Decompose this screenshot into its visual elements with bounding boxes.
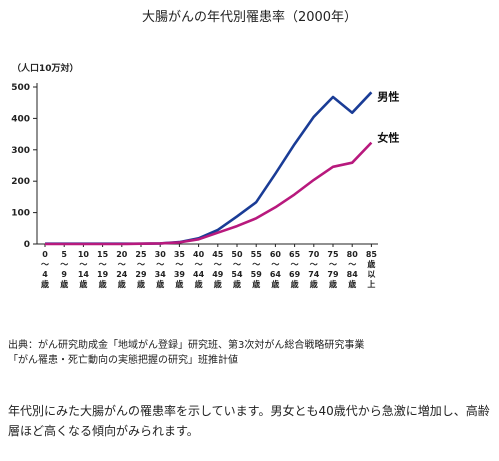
x-tick-label: 75 〜 79 歳 — [327, 250, 339, 289]
x-tick-label: 35 〜 39 歳 — [174, 250, 186, 289]
chart: 0 100 200 300 400 500 0 〜 4 歳 5 〜 9 歳 10 〜 14 歳 15 〜 19 歳 20 〜… — [11, 62, 399, 289]
source-line: 「がん罹患・死亡動向の実態把握の研究」班推計値 — [8, 355, 238, 366]
y-tick-label: 300 — [11, 146, 30, 156]
x-tick-label: 50 〜 54 歳 — [231, 250, 243, 289]
x-tick-label: 25 〜 29 歳 — [135, 250, 147, 289]
x-tick-label: 0 〜 4 歳 — [41, 250, 49, 289]
x-tick-label: 45 〜 49 歳 — [212, 250, 224, 289]
y-tick-label: 200 — [11, 177, 30, 187]
x-tick-label: 60 〜 64 歳 — [270, 250, 282, 289]
x-tick-label: 80 〜 84 歳 — [347, 250, 359, 289]
x-tick-label: 65 〜 69 歳 — [289, 250, 301, 289]
x-tick-label: 15 〜 19 歳 — [97, 250, 109, 289]
x-tick-label: 40 〜 44 歳 — [193, 250, 205, 289]
x-tick-label: 30 〜 34 歳 — [155, 250, 167, 289]
chart-axes — [36, 83, 378, 245]
x-tick-label: 70 〜 74 歳 — [308, 250, 320, 289]
x-tick-label: 55 〜 59 歳 — [251, 250, 263, 289]
chart-title: 大腸がんの年代別罹患率（2000年） — [141, 10, 358, 25]
series-line-female — [45, 141, 373, 246]
y-tick-label: 400 — [11, 114, 30, 124]
series-lines — [45, 91, 373, 246]
y-tick-label: 0 — [24, 240, 30, 250]
y-tick-label: 500 — [11, 83, 30, 93]
source-note: 出典：がん研究助成金「地域がん登録」研究班、第3次対がん総合戦略研究事業 「がん… — [8, 338, 364, 368]
y-tick-label: 100 — [11, 209, 30, 219]
y-axis-unit: （人口10万対） — [12, 62, 79, 74]
source-line: 出典：がん研究助成金「地域がん登録」研究班、第3次対がん総合戦略研究事業 — [8, 340, 365, 351]
x-tick-label: 10 〜 14 歳 — [78, 250, 90, 289]
x-tick-label: 85 歳以上 — [366, 250, 378, 289]
x-axis-ticks: 0 〜 4 歳 5 〜 9 歳 10 〜 14 歳 15 〜 19 歳 20 〜 24 歳 25 〜 29 歳 30 〜 34 歳 35… — [41, 244, 377, 289]
series-label-male: 男性 — [377, 89, 399, 103]
series-line-male — [45, 91, 373, 245]
y-axis-ticks: 0 100 200 300 400 500 — [11, 83, 37, 250]
series-label-female: 女性 — [377, 131, 399, 145]
x-tick-label: 20 〜 24 歳 — [116, 250, 128, 289]
description-text: 年代別にみた大腸がんの罹患率を示しています。男女とも40歳代から急激に増加し、高… — [8, 404, 490, 438]
x-tick-label: 5 〜 9 歳 — [60, 250, 68, 289]
